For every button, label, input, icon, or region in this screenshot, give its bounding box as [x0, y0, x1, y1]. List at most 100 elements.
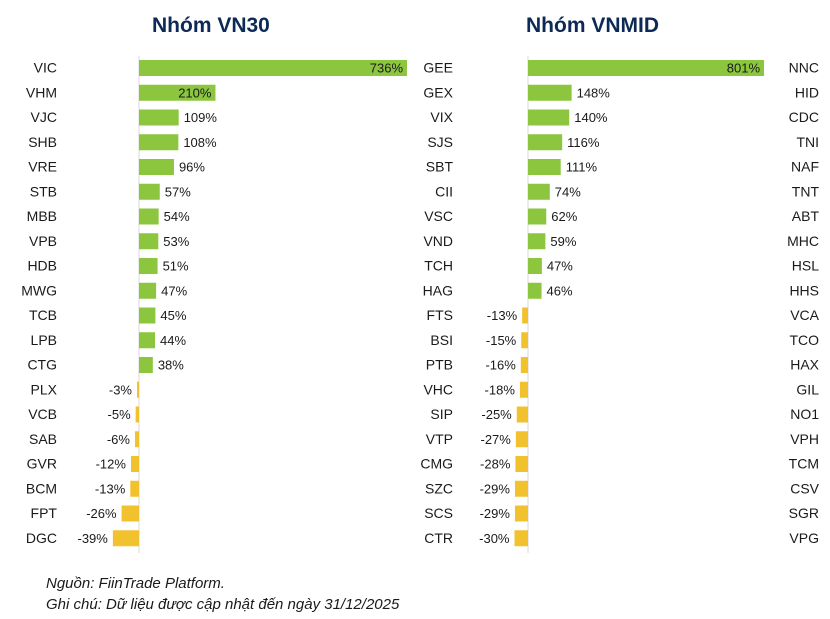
bar [130, 456, 139, 472]
data-label: -15% [486, 333, 517, 348]
bar [528, 159, 561, 175]
category-label: TCB [29, 307, 57, 323]
category-label: SZC [425, 480, 453, 496]
category-label: VHC [423, 381, 453, 397]
category-label: BCM [26, 480, 57, 496]
category-label: FPT [31, 505, 58, 521]
footer-note: Ghi chú: Dữ liệu được cập nhật đến ngày … [46, 596, 400, 613]
bar [520, 357, 528, 373]
category-label: HSL [792, 258, 819, 274]
data-label: 210% [178, 85, 212, 100]
bar [121, 505, 139, 522]
data-label: 38% [158, 358, 184, 373]
data-label: -13% [487, 308, 518, 323]
category-label: FTS [427, 307, 453, 323]
data-label: 46% [547, 283, 573, 298]
bar-charts: VIC 736% VHM 210% VJC 109% SHB 108% VRE 96% STB 57%… [21, 56, 820, 553]
category-label: PLX [31, 381, 58, 397]
category-label: TCM [789, 456, 819, 472]
category-label: CTR [424, 530, 453, 546]
bar [139, 332, 156, 349]
data-label: 96% [179, 160, 205, 175]
category-label: CII [435, 183, 453, 199]
category-label: VPH [790, 431, 819, 447]
data-label: -3% [109, 382, 133, 397]
category-label: VPB [29, 233, 57, 249]
bar [522, 307, 528, 324]
data-label: -18% [485, 382, 516, 397]
bar [112, 530, 139, 547]
bar [139, 233, 159, 250]
category-label: VCA [790, 307, 819, 323]
category-label: SGR [789, 505, 819, 521]
category-label: MWG [21, 282, 57, 298]
category-label: VHM [26, 84, 57, 100]
bar [514, 480, 528, 497]
category-label: MHC [787, 233, 819, 249]
category-label: VSC [424, 208, 453, 224]
data-label: 57% [165, 184, 191, 199]
category-label: STB [30, 183, 57, 199]
bar [519, 381, 528, 398]
data-label: 54% [164, 209, 190, 224]
bar [139, 258, 158, 274]
bar [528, 282, 542, 299]
chart-title-vnmid: Nhóm VNMID [526, 14, 659, 37]
category-label: ABT [792, 208, 820, 224]
bar [139, 208, 159, 225]
category-label: GIL [796, 381, 819, 397]
category-label: CMG [420, 456, 453, 472]
bar [516, 406, 528, 423]
category-label: LPB [31, 332, 57, 348]
data-label: 47% [161, 283, 187, 298]
vnmid-chart: GEE NNC 801% GEX HID 148% VIX CDC 140% SJS TNI 116%… [420, 56, 820, 553]
data-label: 736% [370, 61, 404, 76]
category-label: CSV [790, 480, 819, 496]
bar [139, 134, 179, 151]
bar [528, 109, 570, 126]
category-label: NNC [789, 60, 819, 76]
data-label: 109% [184, 110, 218, 125]
bar [528, 258, 542, 274]
data-label: 140% [574, 110, 608, 125]
category-label: HAG [423, 282, 453, 298]
bar [514, 505, 528, 522]
data-label: -26% [86, 506, 117, 521]
data-label: 51% [163, 259, 189, 274]
data-label: 74% [555, 184, 581, 199]
category-label: GEE [423, 60, 453, 76]
data-label: 116% [567, 135, 600, 150]
data-label: -29% [480, 506, 511, 521]
category-label: MBB [27, 208, 57, 224]
data-label: 148% [577, 85, 611, 100]
bar [521, 332, 528, 349]
data-label: -28% [480, 457, 511, 472]
bar [528, 60, 764, 76]
category-label: VTP [426, 431, 453, 447]
data-label: 108% [183, 135, 217, 150]
category-label: HAX [790, 357, 819, 373]
category-label: HID [795, 84, 819, 100]
data-label: -5% [108, 407, 132, 422]
category-label: SIP [430, 406, 453, 422]
category-label: NAF [791, 159, 819, 175]
bar [528, 233, 546, 250]
data-label: 801% [727, 61, 761, 76]
category-label: TNT [792, 183, 820, 199]
data-label: 45% [160, 308, 186, 323]
chart-title-vn30: Nhóm VN30 [152, 14, 270, 37]
data-label: -30% [479, 531, 510, 546]
bar [515, 431, 528, 448]
data-label: 44% [160, 333, 186, 348]
bar [134, 431, 139, 448]
bar [139, 109, 179, 126]
category-label: SCS [424, 505, 453, 521]
category-label: NO1 [790, 406, 819, 422]
bar [139, 84, 216, 101]
data-label: 59% [550, 234, 576, 249]
data-label: -25% [481, 407, 512, 422]
data-label: 47% [547, 259, 573, 274]
bar [139, 60, 407, 76]
category-label: VPG [789, 530, 819, 546]
category-label: PTB [426, 357, 453, 373]
